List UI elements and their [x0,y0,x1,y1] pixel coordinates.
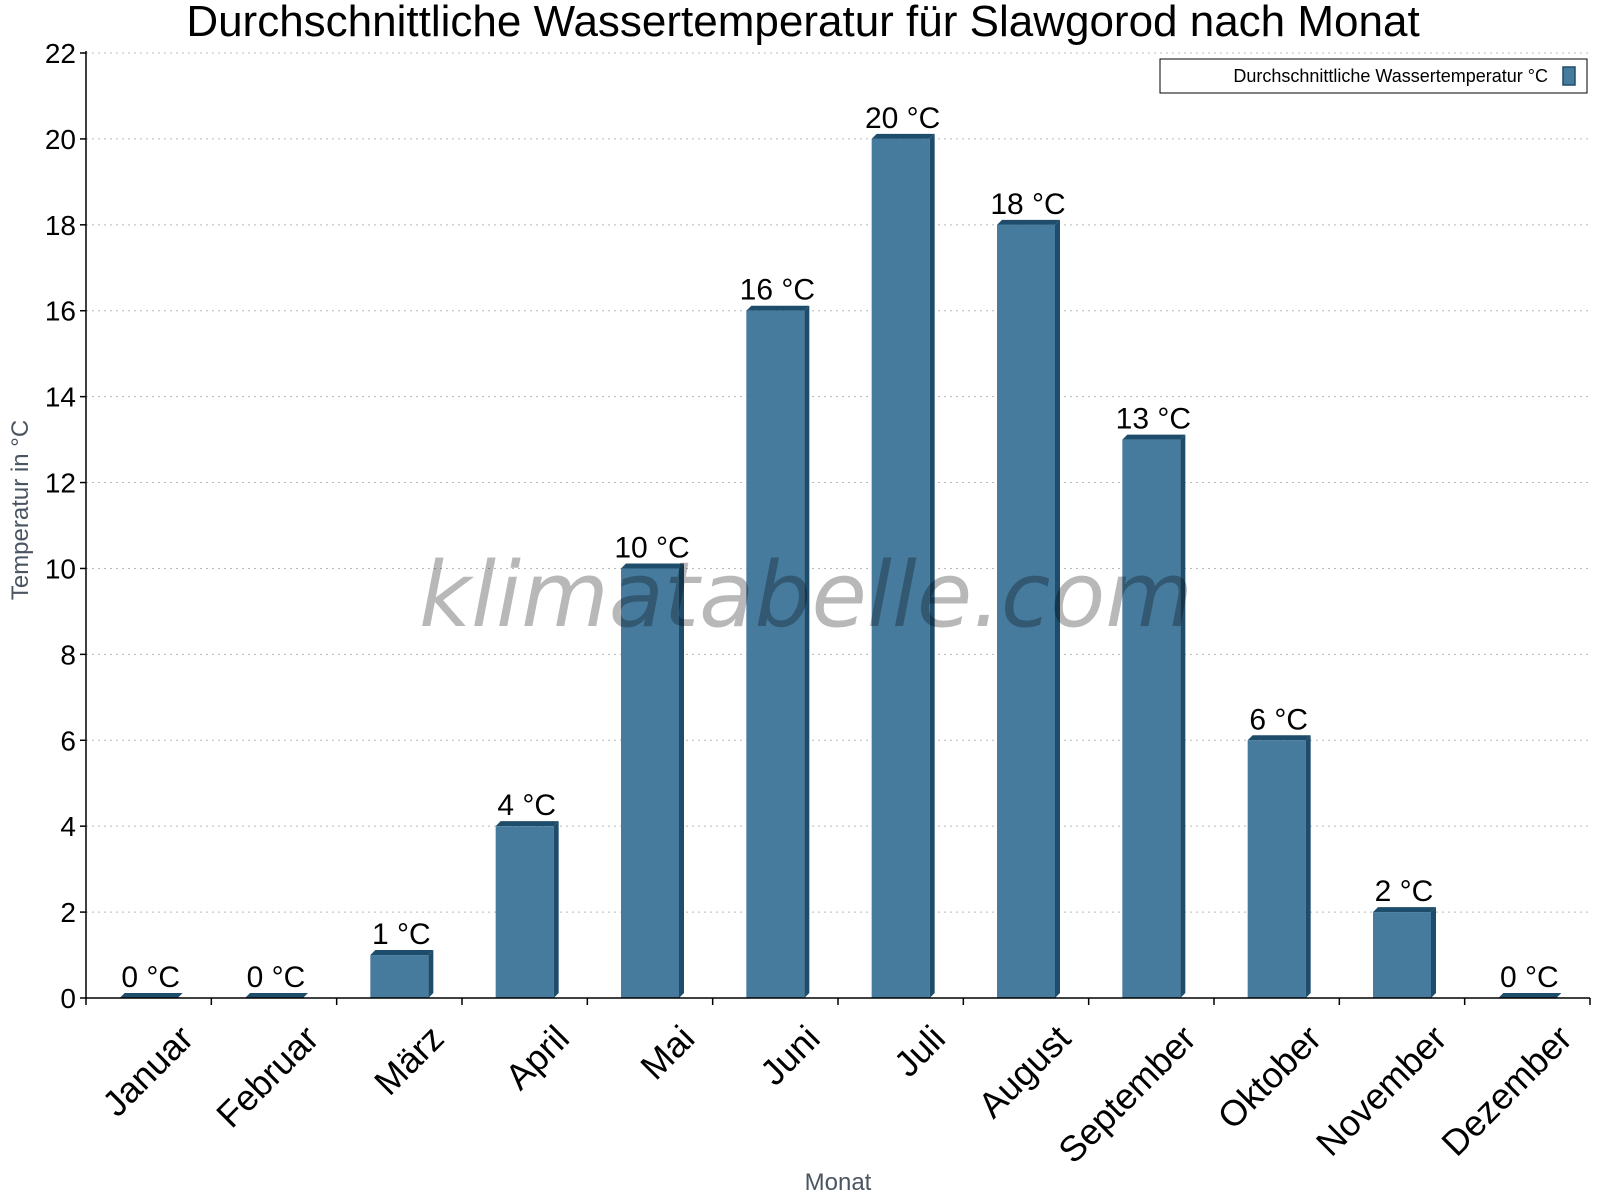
bars [119,133,1562,999]
legend-label: Durchschnittliche Wassertemperatur °C [1233,66,1548,86]
bar [871,133,935,999]
data-label: 16 °C [740,274,815,307]
bar [1498,993,1562,998]
x-tick-label: Dezember [1433,1017,1579,1163]
bar-front [746,310,805,998]
data-label: 18 °C [990,188,1065,221]
y-tick-label: 14 [45,382,76,413]
bar [1122,434,1186,998]
bar [245,993,308,998]
bar [746,305,810,998]
data-label: 10 °C [614,531,689,564]
bar [1247,735,1311,998]
bar-side [929,133,935,999]
y-tick-label: 4 [60,811,76,842]
legend-swatch [1562,66,1576,86]
bar-top [621,563,684,569]
x-tick-label: Juni [752,1017,828,1093]
data-label: 4 °C [497,789,556,822]
chart-title: Durchschnittliche Wassertemperatur für S… [186,0,1419,46]
bar-top [1373,907,1436,913]
bar-side [1180,434,1186,998]
bar-side [679,563,684,998]
watermark: klimatabelle.com [419,543,1193,648]
x-tick-label: März [366,1017,452,1103]
y-axis-ticks: 0 2 4 6 8 10 12 14 16 18 20 22 [45,38,86,1014]
axes [85,51,1590,999]
x-tick-label: Oktober [1209,1017,1329,1137]
bar-front [495,826,554,998]
bar-side [1305,735,1311,998]
x-tick-label: September [1050,1017,1204,1171]
bar-top [871,133,935,139]
bar-side [1431,907,1436,998]
x-axis-ticks: Januar Februar März April Mai Juni Juli AugustS… [85,998,1591,1171]
x-tick-label: Februar [208,1017,326,1135]
y-tick-label: 6 [60,725,76,756]
data-label: 2 °C [1375,875,1434,908]
x-tick-label: August [970,1017,1078,1125]
x-tick-label: Mai [632,1017,702,1087]
bar-top [1498,993,1562,998]
bar-side [428,950,434,998]
bar [1373,907,1436,998]
data-label: 0 °C [247,961,306,994]
data-label: 0 °C [1500,961,1559,994]
y-tick-label: 8 [60,639,76,670]
y-tick-label: 12 [45,468,76,499]
y-tick-label: 20 [45,124,76,155]
bar-front [621,568,679,998]
bar-side [1055,219,1060,998]
bar-top [1122,434,1186,440]
legend: Durchschnittliche Wassertemperatur °C [1159,58,1588,94]
bar [621,563,684,998]
bar-top [245,993,308,998]
bar-top [495,821,559,827]
y-axis-title: Temperatur in °C [7,420,34,600]
bar [997,219,1060,998]
bar [119,993,183,998]
data-label: 6 °C [1249,703,1308,736]
bar-front [1373,912,1431,998]
data-label: 1 °C [372,918,431,951]
bar [495,821,559,998]
grid-lines [86,52,1590,913]
bar-front [997,224,1055,998]
y-tick-label: 16 [45,296,76,327]
x-tick-label: November [1308,1017,1454,1163]
y-tick-label: 18 [45,210,76,241]
data-label: 0 °C [121,961,180,994]
bar-front [1122,439,1181,998]
y-tick-label: 10 [45,553,76,584]
legend-box [1159,58,1588,94]
bar [370,950,434,998]
y-tick-label: 0 [60,983,76,1014]
bar-top [119,993,183,998]
x-tick-label: Januar [94,1017,201,1124]
data-label: 20 °C [865,102,940,135]
data-labels: 0 °C 0 °C 1 °C 4 °C 10 °C 16 °C 20 °C 18 °C 13 °… [121,102,1558,994]
y-tick-label: 2 [60,897,76,928]
bar-top [370,950,434,956]
bar-top [1247,735,1311,741]
data-label: 13 °C [1116,403,1191,436]
bar-side [804,305,810,998]
bar-side [553,821,559,998]
x-axis-title: Monat [805,1169,872,1196]
x-tick-label: April [497,1017,577,1097]
bar-front [1247,740,1306,998]
y-tick-label: 22 [45,38,76,69]
x-tick-label: Juli [886,1017,953,1084]
bar-front [370,955,429,998]
bar-front [871,138,930,999]
bar-top [746,305,810,311]
bar-top [997,219,1060,225]
